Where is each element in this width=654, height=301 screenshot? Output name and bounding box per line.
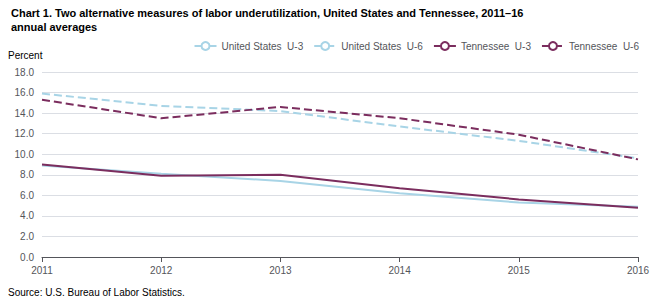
- svg-text:Chart 1. Two alternative measu: Chart 1. Two alternative measures of lab…: [11, 7, 523, 19]
- svg-text:8.0: 8.0: [20, 169, 34, 180]
- svg-text:2014: 2014: [388, 265, 411, 276]
- svg-text:14.0: 14.0: [15, 108, 35, 119]
- svg-text:2015: 2015: [508, 265, 531, 276]
- svg-text:2011: 2011: [31, 265, 53, 276]
- svg-text:2016: 2016: [627, 265, 650, 276]
- svg-text:United States U-6: United States U-6: [341, 41, 423, 52]
- svg-text:10.0: 10.0: [15, 149, 35, 160]
- svg-text:4.0: 4.0: [20, 210, 34, 221]
- svg-text:18.0: 18.0: [15, 67, 35, 78]
- svg-text:annual averages: annual averages: [11, 21, 97, 33]
- svg-text:6.0: 6.0: [20, 190, 34, 201]
- svg-text:2.0: 2.0: [20, 231, 34, 242]
- svg-text:United States U-3: United States U-3: [222, 41, 304, 52]
- svg-text:16.0: 16.0: [15, 87, 35, 98]
- svg-text:0.0: 0.0: [20, 252, 34, 263]
- svg-text:Percent: Percent: [8, 50, 43, 61]
- svg-text:Tennessee U-3: Tennessee U-3: [461, 41, 531, 52]
- svg-text:2013: 2013: [269, 265, 292, 276]
- svg-text:Source: U.S. Bureau of Labor S: Source: U.S. Bureau of Labor Statistics.: [8, 287, 185, 298]
- svg-text:Tennessee U-6: Tennessee U-6: [569, 41, 639, 52]
- svg-text:2012: 2012: [150, 265, 173, 276]
- svg-text:12.0: 12.0: [15, 128, 35, 139]
